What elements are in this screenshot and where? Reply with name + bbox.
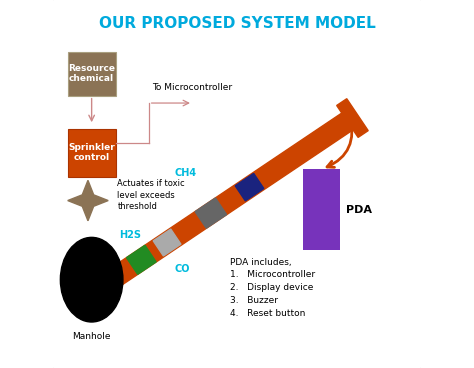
Polygon shape bbox=[337, 99, 368, 137]
FancyArrowPatch shape bbox=[327, 116, 352, 167]
Text: Manhole: Manhole bbox=[73, 332, 111, 340]
Polygon shape bbox=[84, 113, 353, 303]
Polygon shape bbox=[127, 245, 156, 274]
Polygon shape bbox=[153, 229, 181, 256]
Text: CO: CO bbox=[174, 264, 190, 274]
FancyBboxPatch shape bbox=[51, 0, 423, 368]
FancyBboxPatch shape bbox=[68, 52, 116, 96]
Text: CH4: CH4 bbox=[174, 168, 196, 178]
Text: PDA: PDA bbox=[346, 205, 372, 215]
FancyBboxPatch shape bbox=[303, 169, 340, 250]
Text: To Microcontroller: To Microcontroller bbox=[152, 83, 232, 92]
Text: OUR PROPOSED SYSTEM MODEL: OUR PROPOSED SYSTEM MODEL bbox=[99, 17, 375, 31]
FancyBboxPatch shape bbox=[68, 129, 116, 177]
Text: Sprinkler
control: Sprinkler control bbox=[68, 143, 115, 162]
Ellipse shape bbox=[60, 237, 123, 322]
Polygon shape bbox=[195, 198, 227, 228]
Text: Actuates if toxic
level exceeds
threshold: Actuates if toxic level exceeds threshol… bbox=[118, 179, 185, 211]
Text: Resource
chemical: Resource chemical bbox=[68, 64, 115, 83]
Text: H2S: H2S bbox=[119, 230, 141, 240]
Polygon shape bbox=[68, 180, 108, 221]
Text: PDA includes,
1.   Microcontroller
2.   Display device
3.   Buzzer
4.   Reset bu: PDA includes, 1. Microcontroller 2. Disp… bbox=[229, 258, 315, 318]
Polygon shape bbox=[235, 173, 264, 201]
